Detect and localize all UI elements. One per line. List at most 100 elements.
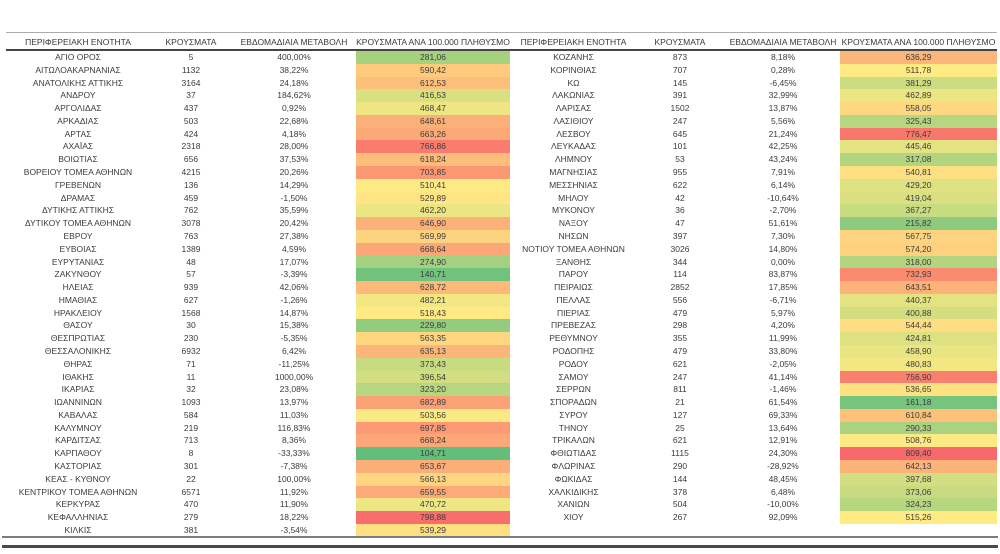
cases-cell[interactable]: 707 [672,64,688,75]
cases-cell[interactable]: 344 [672,256,688,267]
region-cell[interactable]: ΚΕΡΚΥΡΑΣ [55,499,101,510]
weekly-change-cell[interactable]: 6,14% [770,179,796,190]
per-100k-cell[interactable]: 229,80 [356,319,510,333]
weekly-change-cell[interactable]: 37,53% [279,154,309,165]
cases-cell[interactable]: 144 [672,473,688,484]
weekly-change-cell[interactable]: 0,28% [770,64,796,75]
cases-cell[interactable]: 71 [186,358,196,369]
weekly-change-cell[interactable]: 6,42% [281,345,307,356]
region-cell[interactable]: ΑΡΓΟΛΙΔΑΣ [54,103,102,114]
cases-cell[interactable]: 145 [672,77,688,88]
cases-cell[interactable]: 21 [675,397,685,408]
region-cell[interactable]: ΝΟΤΙΟΥ ΤΟΜΕΑ ΑΘΗΝΩΝ [522,243,625,254]
column-header-region[interactable]: ΠΕΡΙΦΕΡΕΙΑΚΗ ΕΝΟΤΗΤΑ [25,37,131,47]
cases-cell[interactable]: 32 [186,384,196,395]
region-cell[interactable]: ΚΑΛΥΜΝΟΥ [54,422,102,433]
weekly-change-cell[interactable]: 42,06% [279,282,309,293]
region-cell[interactable]: ΔΡΑΜΑΣ [60,192,96,203]
per-100k-cell[interactable]: 470,72 [356,498,510,512]
weekly-change-cell[interactable]: 0,92% [281,103,307,114]
cases-cell[interactable]: 5 [188,52,194,62]
per-100k-cell[interactable]: 511,78 [840,63,997,77]
per-100k-cell[interactable]: 508,76 [840,434,997,448]
weekly-change-cell[interactable]: 35,59% [279,205,309,216]
weekly-change-cell[interactable]: 116,83% [277,422,311,433]
weekly-change-cell[interactable]: 14,80% [768,243,798,254]
weekly-change-cell[interactable]: 11,99% [768,333,798,344]
per-100k-cell[interactable]: 544,44 [840,319,997,333]
cases-cell[interactable]: 424 [183,128,199,139]
cases-cell[interactable]: 6571 [181,486,201,497]
cases-cell[interactable]: 290 [672,461,688,471]
per-100k-cell[interactable]: 536,65 [840,383,997,397]
cases-cell[interactable]: 25 [675,422,685,433]
region-cell[interactable]: ΚΕΑΣ - ΚΥΘΝΟΥ [45,473,111,484]
weekly-change-cell[interactable]: -3,39% [280,269,308,280]
cases-cell[interactable]: 627 [183,294,199,305]
per-100k-cell[interactable]: 567,75 [840,229,997,243]
cases-cell[interactable]: 955 [672,167,688,178]
cases-cell[interactable]: 53 [675,154,685,165]
cases-cell[interactable]: 11 [186,371,196,382]
weekly-change-cell[interactable]: 7,91% [770,167,796,178]
per-100k-cell[interactable]: 215,82 [840,217,997,230]
cases-cell[interactable]: 267 [672,512,688,523]
region-cell[interactable]: ΘΗΡΑΣ [63,358,93,369]
region-cell[interactable]: ΑΡΤΑΣ [64,128,92,139]
cases-cell[interactable]: 247 [672,115,688,126]
weekly-change-cell[interactable]: 4,18% [281,128,307,139]
weekly-change-cell[interactable]: 1000,00% [274,371,314,382]
region-cell[interactable]: ΧΙΟΥ [563,512,584,523]
weekly-change-cell[interactable]: 7,30% [770,230,796,241]
weekly-change-cell[interactable]: 13,87% [768,103,798,114]
per-100k-cell[interactable]: 642,13 [840,460,997,473]
weekly-change-cell[interactable]: 24,18% [279,77,309,88]
per-100k-cell[interactable]: 563,35 [356,332,510,345]
weekly-change-cell[interactable]: 14,87% [279,307,309,318]
cases-cell[interactable]: 279 [183,512,199,523]
cases-cell[interactable]: 622 [672,179,688,190]
weekly-change-cell[interactable]: 6,48% [770,486,796,497]
region-cell[interactable]: ΣΑΜΟΥ [558,371,589,382]
per-100k-cell[interactable]: 482,21 [356,293,510,307]
cases-cell[interactable]: 378 [672,486,688,497]
region-cell[interactable]: ΚΑΡΔΙΤΣΑΣ [55,435,101,446]
weekly-change-cell[interactable]: 400,00% [277,52,311,62]
region-cell[interactable]: ΒΟΙΩΤΙΑΣ [58,154,98,165]
cases-cell[interactable]: 939 [183,282,199,293]
region-cell[interactable]: ΑΧΑΪΑΣ [62,141,94,152]
region-cell[interactable]: ΦΩΚΙΔΑΣ [554,473,593,484]
cases-cell[interactable]: 1115 [671,448,689,459]
per-100k-cell[interactable]: 373,06 [840,485,997,499]
region-cell[interactable]: ΙΘΑΚΗΣ [62,371,94,382]
column-header-per-100k[interactable]: ΚΡΟΥΣΜΑΤΑ ΑΝΑ 100.000 ΠΛΗΘΥΣΜΟ [841,37,996,47]
weekly-change-cell[interactable]: 83,87% [768,269,798,280]
per-100k-cell[interactable]: 462,89 [840,89,997,103]
per-100k-cell[interactable]: 290,33 [840,421,997,435]
weekly-change-cell[interactable]: 33,80% [768,345,798,356]
region-cell[interactable]: ΜΥΚΟΝΟΥ [552,205,595,216]
region-cell[interactable]: ΑΓΙΟ ΟΡΟΣ [55,52,101,62]
weekly-change-cell[interactable]: 48,45% [768,473,798,484]
per-100k-cell[interactable]: 400,88 [840,306,997,320]
cases-cell[interactable]: 101 [672,141,688,152]
region-cell[interactable]: ΚΟΡΙΝΘΙΑΣ [550,64,597,75]
weekly-change-cell[interactable]: 11,03% [279,409,309,420]
region-cell[interactable]: ΣΠΟΡΑΔΩΝ [550,397,597,408]
column-header-per-100k[interactable]: ΚΡΟΥΣΜΑΤΑ ΑΝΑ 100.000 ΠΛΗΘΥΣΜΟ [356,37,510,47]
per-100k-cell[interactable]: 809,40 [840,447,997,460]
per-100k-cell[interactable]: 458,90 [840,344,997,358]
weekly-change-cell[interactable]: 23,08% [279,384,309,395]
cases-cell[interactable]: 1132 [181,64,201,75]
weekly-change-cell[interactable]: 4,59% [281,243,307,254]
cases-cell[interactable]: 503 [183,115,199,126]
per-100k-cell[interactable]: 480,83 [840,357,997,371]
region-cell[interactable]: ΗΡΑΚΛΕΙΟΥ [53,307,103,318]
cases-cell[interactable]: 30 [186,320,196,331]
per-100k-cell[interactable]: 668,24 [356,434,510,448]
cases-cell[interactable]: 762 [183,205,199,216]
per-100k-cell[interactable]: 648,61 [356,114,510,128]
column-header-weekly-change[interactable]: ΕΒΔΟΜΑΔΙΑΙΑ ΜΕΤΑΒΟΛΗ [240,37,348,47]
cases-cell[interactable]: 479 [672,307,688,318]
weekly-change-cell[interactable]: -33,33% [278,448,310,459]
